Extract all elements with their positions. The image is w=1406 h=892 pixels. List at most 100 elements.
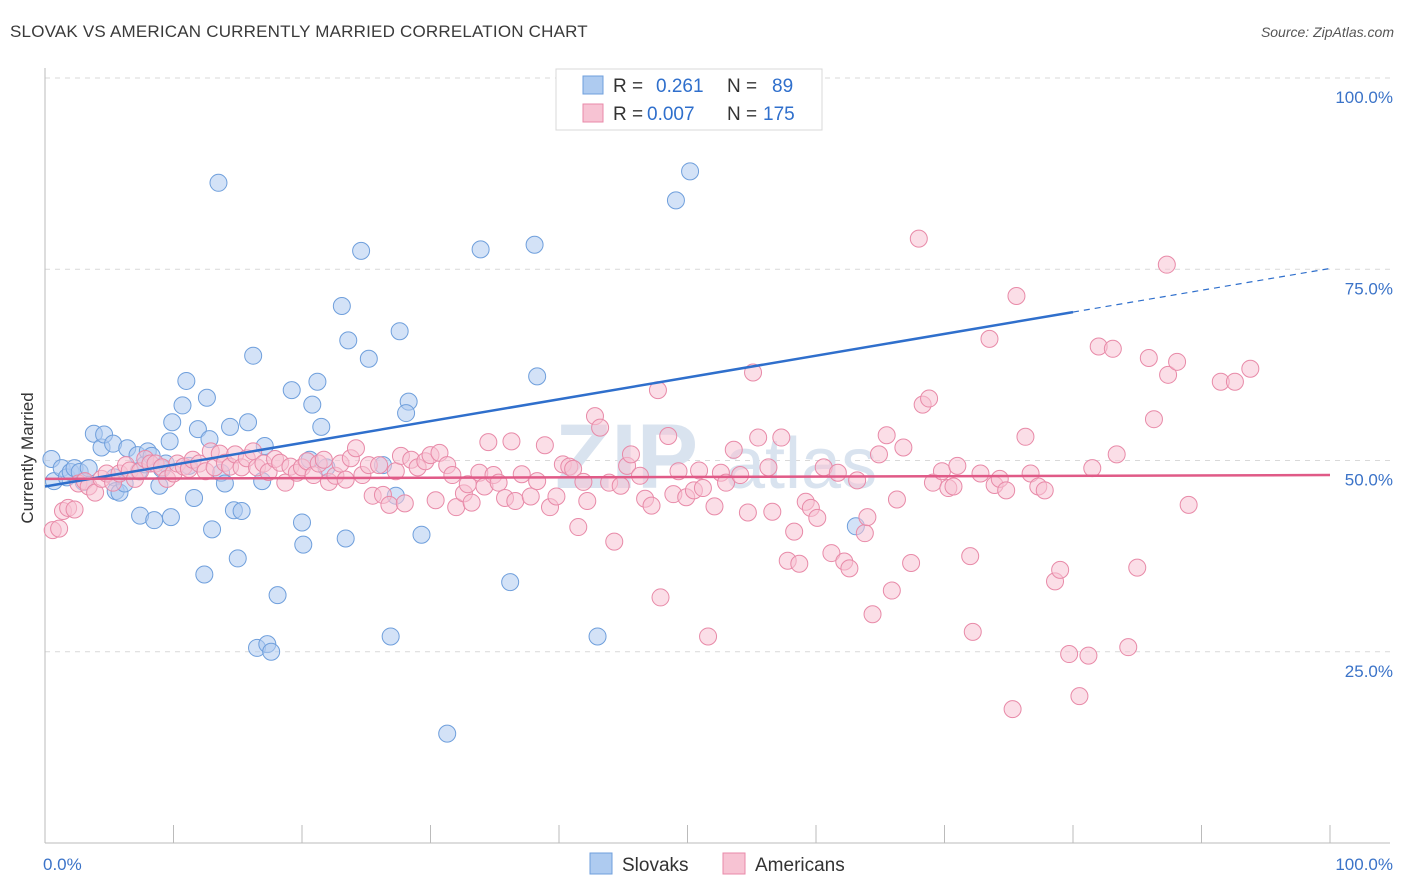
point-americans-137	[828, 463, 847, 482]
point-slovaks-65	[339, 331, 358, 350]
legend-n-label-americans: N =	[727, 104, 757, 125]
point-americans-88	[528, 472, 547, 491]
point-americans-107	[642, 496, 661, 515]
point-americans-99	[591, 418, 610, 437]
point-americans-136	[822, 544, 841, 563]
point-slovaks-80	[588, 627, 607, 646]
bottom-legend-label-slovaks: Slovaks	[622, 855, 689, 876]
point-americans-65	[395, 494, 414, 513]
point-slovaks-34	[185, 488, 204, 507]
y-tick-label-2: 75.0%	[1345, 279, 1393, 298]
point-slovaks-74	[412, 525, 431, 544]
bottom-legend: Slovaks Americans	[589, 852, 845, 876]
point-americans-96	[574, 472, 593, 491]
point-slovaks-73	[397, 404, 416, 423]
point-americans-70	[426, 491, 445, 510]
point-slovaks-59	[303, 395, 322, 414]
point-slovaks-28	[160, 432, 179, 451]
point-americans-156	[944, 477, 963, 496]
point-americans-174	[1070, 687, 1089, 706]
point-slovaks-67	[359, 349, 378, 368]
point-americans-147	[887, 490, 906, 509]
point-slovaks-31	[173, 396, 192, 415]
point-americans-97	[578, 492, 597, 511]
trend-line-americans	[44, 473, 1331, 481]
point-slovaks-47	[239, 413, 258, 432]
bottom-legend-swatch-americans	[722, 852, 746, 875]
legend-swatch-americans	[582, 103, 604, 123]
y-tick-labels: 25.0% 50.0% 75.0% 100.0%	[1335, 88, 1393, 681]
point-americans-178	[1103, 339, 1122, 358]
point-slovaks-57	[294, 535, 313, 554]
point-slovaks-77	[501, 573, 520, 592]
point-slovaks-36	[195, 565, 214, 584]
point-slovaks-35	[188, 420, 207, 439]
point-slovaks-39	[203, 520, 222, 539]
point-americans-84	[502, 432, 521, 451]
point-americans-128	[772, 428, 791, 447]
y-tick-label-0: 25.0%	[1345, 662, 1393, 681]
point-americans-123	[738, 503, 757, 522]
point-americans-105	[630, 466, 649, 485]
point-americans-145	[877, 426, 896, 445]
point-americans-157	[948, 456, 967, 475]
point-americans-4	[65, 500, 84, 519]
bottom-legend-swatch-slovaks	[589, 852, 613, 875]
point-americans-1	[50, 519, 69, 538]
point-americans-102	[611, 476, 630, 495]
point-americans-104	[621, 445, 640, 464]
point-americans-73	[443, 466, 462, 485]
point-americans-50	[314, 450, 333, 469]
point-americans-95	[569, 518, 588, 537]
point-slovaks-76	[471, 240, 490, 259]
source-label: Source: ZipAtlas.com	[1260, 24, 1394, 40]
point-slovaks-56	[293, 513, 311, 532]
point-americans-186	[1168, 352, 1187, 371]
point-slovaks-64	[336, 529, 355, 548]
point-slovaks-54	[268, 586, 287, 605]
point-slovaks-55	[282, 381, 301, 400]
legend-n-value-slovaks: 89	[772, 76, 793, 97]
point-slovaks-71	[390, 322, 409, 341]
point-americans-152	[920, 389, 939, 408]
point-americans-85	[506, 492, 525, 511]
point-americans-91	[547, 487, 566, 506]
point-americans-125	[749, 428, 768, 447]
point-slovaks-40	[209, 173, 228, 192]
legend-swatch-slovaks	[582, 75, 604, 95]
y-tick-label-1: 50.0%	[1345, 471, 1393, 490]
point-americans-118	[705, 497, 724, 516]
point-americans-189	[1225, 372, 1244, 391]
point-americans-170	[1035, 481, 1054, 500]
point-americans-182	[1139, 348, 1158, 367]
point-americans-117	[699, 627, 718, 646]
point-slovaks-66	[352, 241, 371, 260]
x-tick-label-0: 0.0%	[43, 855, 82, 874]
point-slovaks-82	[681, 162, 700, 181]
y-tick-label-3: 100.0%	[1335, 88, 1393, 107]
point-slovaks-46	[232, 501, 251, 520]
point-americans-122	[731, 466, 750, 485]
legend-n-label-slovaks: N =	[727, 76, 757, 97]
point-americans-89	[535, 436, 554, 455]
point-americans-149	[902, 554, 921, 573]
point-americans-187	[1179, 495, 1198, 514]
trend-extension-slovaks	[1072, 267, 1331, 313]
point-americans-184	[1157, 255, 1176, 274]
point-americans-54	[336, 470, 355, 489]
point-slovaks-78	[525, 235, 544, 254]
point-americans-80	[479, 433, 498, 452]
y-axis-title: Currently Married	[18, 392, 37, 523]
point-americans-165	[1003, 700, 1022, 719]
point-americans-77	[462, 493, 481, 512]
point-americans-142	[858, 508, 877, 527]
point-americans-180	[1119, 638, 1138, 657]
point-americans-181	[1128, 558, 1147, 577]
point-americans-139	[840, 559, 859, 578]
point-slovaks-81	[666, 191, 685, 210]
x-tick-labels: 0.0% 100.0%	[43, 855, 1393, 874]
point-americans-131	[790, 554, 809, 573]
point-americans-120	[717, 473, 736, 492]
point-americans-56	[346, 439, 365, 458]
point-americans-109	[651, 588, 670, 607]
